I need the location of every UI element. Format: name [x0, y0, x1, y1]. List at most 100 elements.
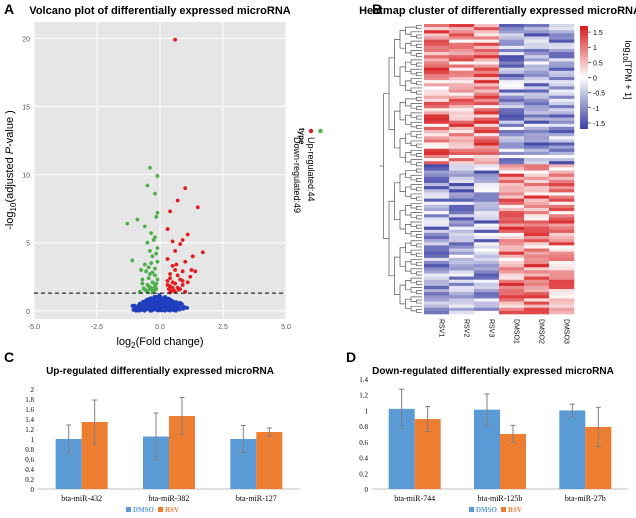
heatmap-cell: [424, 92, 450, 97]
heatmap-cell: [424, 33, 450, 37]
heatmap-cell: [424, 61, 450, 65]
heatmap-cell: [424, 264, 450, 268]
dendrogram-branch: [399, 247, 406, 267]
dendrogram-branch: [405, 205, 411, 216]
point-up-regulated: [188, 274, 193, 279]
point-down-regulated: [155, 277, 160, 282]
heatmap-cell: [549, 204, 575, 209]
heatmap-cell: [499, 133, 525, 137]
heatmap-cell: [499, 114, 525, 118]
heatmap-cell: [499, 204, 525, 209]
dendrogram-branch: [416, 299, 422, 304]
point-up-regulated: [170, 263, 175, 268]
point-down-regulated: [155, 210, 160, 215]
point-up-regulated: [168, 290, 172, 295]
colorbar-tick-label: 1: [593, 45, 597, 52]
heatmap-cell: [474, 133, 500, 137]
colorbar-tick-label: -0.5: [593, 91, 605, 98]
heatmap-cell: [474, 136, 500, 140]
heatmap-cell: [549, 67, 575, 72]
heatmap-cell: [474, 42, 500, 47]
heatmap-cell: [424, 89, 450, 93]
heatmap-cell: [524, 167, 550, 171]
heatmap-cell: [524, 257, 550, 262]
heatmap-cell: [474, 204, 500, 209]
heatmap-cell: [474, 139, 500, 143]
heatmap-cell: [524, 36, 550, 40]
heatmap-cell: [424, 86, 450, 90]
point-down-regulated: [142, 262, 147, 267]
heatmap-cell: [424, 161, 450, 165]
point-up-regulated: [174, 262, 179, 267]
heatmap-cell: [449, 154, 475, 159]
dendrogram-branch: [399, 284, 406, 305]
heatmap-cell: [449, 279, 475, 284]
heatmap-cell: [524, 42, 550, 47]
heatmap-cell: [474, 158, 500, 162]
point-up-regulated: [170, 239, 175, 244]
category-label: bta-miR-744: [394, 494, 435, 503]
heatmap-cell: [499, 70, 525, 75]
heatmap-cell: [474, 27, 500, 31]
heatmap-cell: [524, 64, 550, 68]
heatmap-cell: [549, 89, 575, 93]
point-not-significant: [144, 307, 149, 312]
heatmap-cell: [549, 24, 575, 28]
point-down-regulated: [125, 221, 130, 226]
heatmap-cell: [499, 167, 525, 171]
heatmap-cell: [424, 214, 450, 218]
y-label-sub: 10: [9, 202, 18, 211]
heatmap-cell: [449, 42, 475, 47]
heatmap-cell: [524, 254, 550, 259]
heatmap-cell: [449, 201, 475, 206]
heatmap-cell: [449, 105, 475, 109]
point-down-regulated: [154, 251, 159, 256]
heatmap-cell: [424, 117, 450, 121]
heatmap-cell: [549, 98, 575, 103]
heatmap-cell: [424, 226, 450, 231]
heatmap-cell: [424, 295, 450, 299]
heatmap-cell: [474, 276, 500, 280]
point-down-regulated: [149, 285, 154, 290]
volcano-y-ticks: 0 5 10 15 20: [22, 36, 30, 315]
point-up-regulated: [173, 268, 178, 272]
heatmap-cell: [449, 179, 475, 184]
heatmap-cell: [449, 270, 475, 274]
heatmap-cell: [549, 282, 575, 287]
heatmap-cell: [524, 273, 550, 277]
dendrogram-branch: [394, 39, 400, 77]
y-tick-label: 1: [365, 407, 369, 415]
heatmap-cell: [549, 239, 575, 243]
heatmap-cell: [449, 55, 475, 59]
heatmap-cell: [549, 145, 575, 150]
colorbar-label-log: log: [623, 40, 633, 52]
heatmap-cell: [499, 164, 525, 168]
heatmap-cell: [499, 270, 525, 274]
heatmap-cell: [499, 151, 525, 156]
heatmap-cell: [424, 77, 450, 81]
heatmap-cell: [549, 245, 575, 249]
heatmap-cell: [499, 186, 525, 190]
dendrogram-branch: [416, 124, 422, 129]
heatmap-cell: [524, 111, 550, 115]
point-down-regulated: [148, 248, 152, 253]
heatmap-cell: [549, 248, 575, 252]
heatmap-cell: [474, 64, 500, 68]
heatmap-cell: [549, 148, 575, 153]
heatmap-cell: [549, 101, 575, 106]
heatmap-cell: [549, 226, 575, 231]
heatmap-cell: [524, 142, 550, 146]
heatmap-cell: [474, 86, 500, 90]
dendrogram-branch: [416, 187, 422, 192]
heatmap-cell: [474, 186, 500, 190]
heatmap-cell: [524, 158, 550, 162]
point-up-regulated: [170, 285, 175, 290]
heatmap-cell: [449, 120, 475, 125]
heatmap-cell: [474, 36, 500, 40]
heatmap-cell: [449, 310, 475, 315]
heatmap-cell: [524, 214, 550, 218]
heatmap-cell: [549, 39, 575, 44]
dendrogram-branch: [416, 215, 422, 220]
volcano-legend: type Up-regulated:44 Down-regulated:49: [292, 128, 323, 213]
